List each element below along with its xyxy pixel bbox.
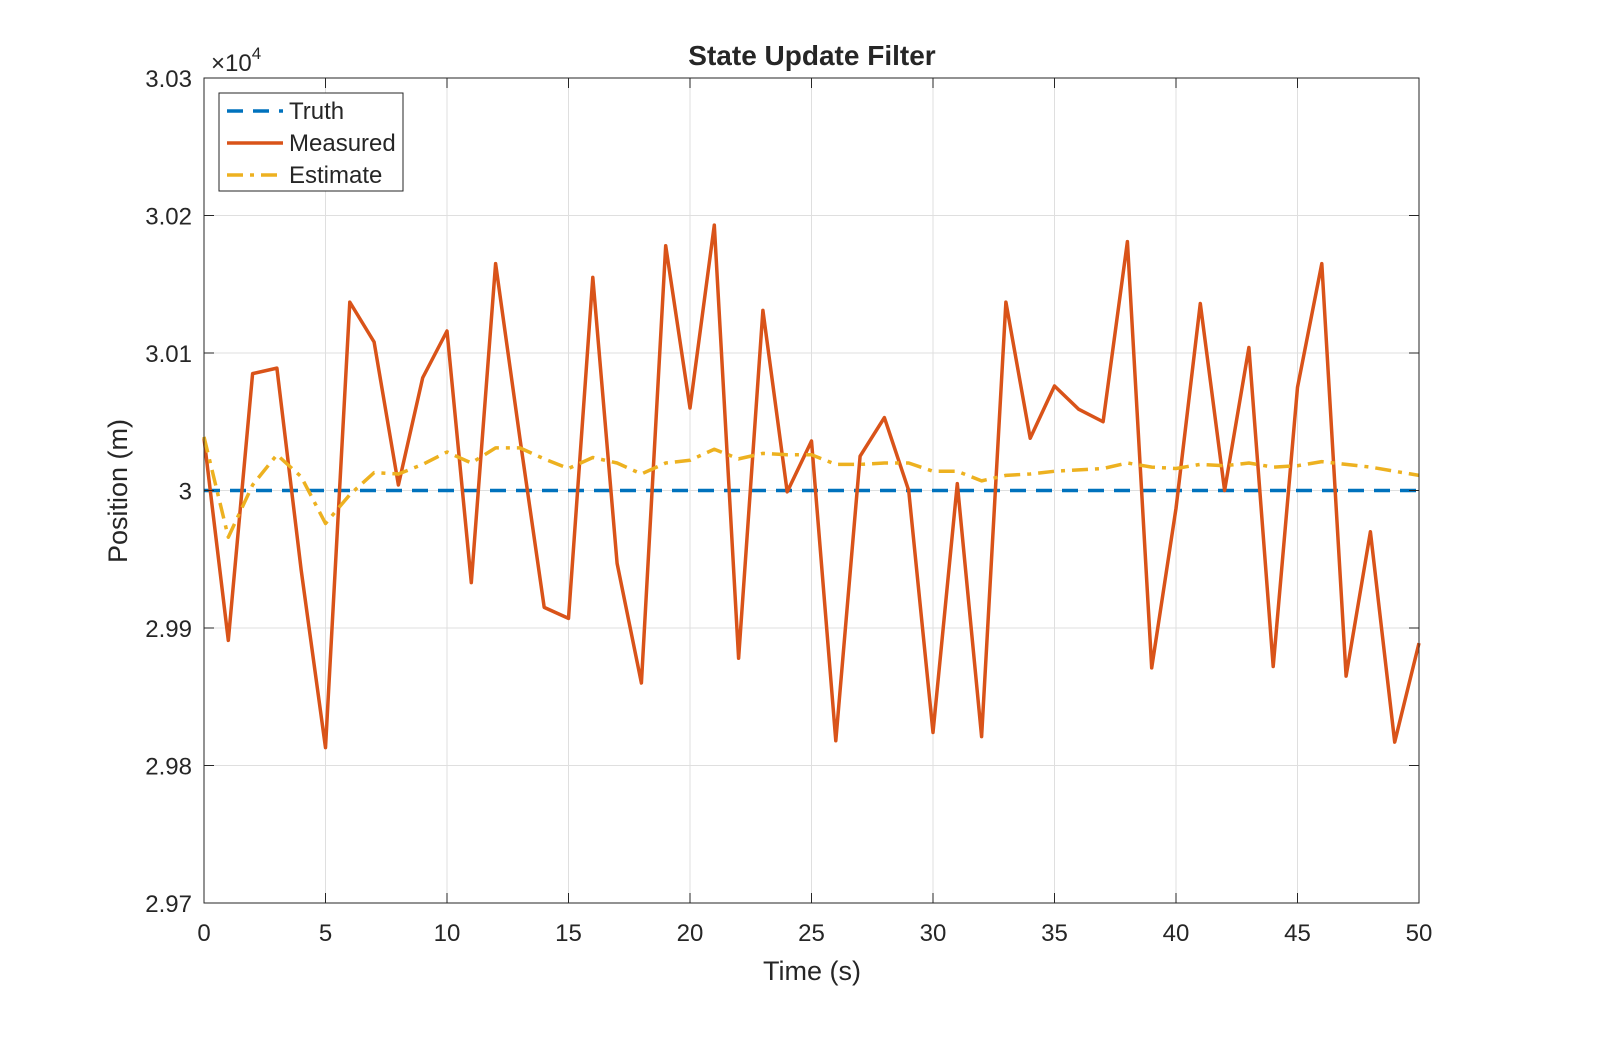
y-axis-label: Position (m) [103,419,133,563]
x-tick-label: 35 [1041,920,1068,947]
x-tick-label: 15 [555,920,582,947]
y-tick-label: 3.03 [145,66,192,93]
ticks [203,77,1420,904]
chart-title: State Update Filter [688,40,935,71]
series-line-estimate [202,436,1420,539]
y-tick-label: 3 [179,479,192,506]
y-axis-multiplier: ×104 [211,44,261,77]
y-tick-label: 2.98 [145,754,192,781]
legend: Truth Measured Estimate [218,92,404,192]
legend-label-measured: Measured [289,130,396,157]
x-tick-label: 0 [197,920,210,947]
y-tick-label: 3.02 [145,204,192,231]
x-tick-label: 50 [1406,920,1433,947]
x-tick-label: 45 [1284,920,1311,947]
x-tick-label: 25 [798,920,825,947]
y-tick-label: 2.99 [145,616,192,643]
series-line-measured [202,223,1421,750]
y-tick-label: 3.01 [145,341,192,368]
legend-label-truth: Truth [289,98,344,125]
y-tick-labels: 2.97 2.98 2.99 3 3.01 3.02 3.03 [145,66,192,918]
x-tick-label: 30 [920,920,947,947]
y-tick-label: 2.97 [145,891,192,918]
legend-label-estimate: Estimate [289,162,382,189]
x-tick-label: 5 [319,920,332,947]
x-axis-label: Time (s) [763,956,861,986]
x-tick-labels: 0 5 10 15 20 25 30 35 40 45 50 [197,920,1432,947]
x-tick-label: 20 [677,920,704,947]
x-tick-label: 40 [1163,920,1190,947]
x-tick-label: 10 [434,920,461,947]
series-lines [202,223,1421,750]
